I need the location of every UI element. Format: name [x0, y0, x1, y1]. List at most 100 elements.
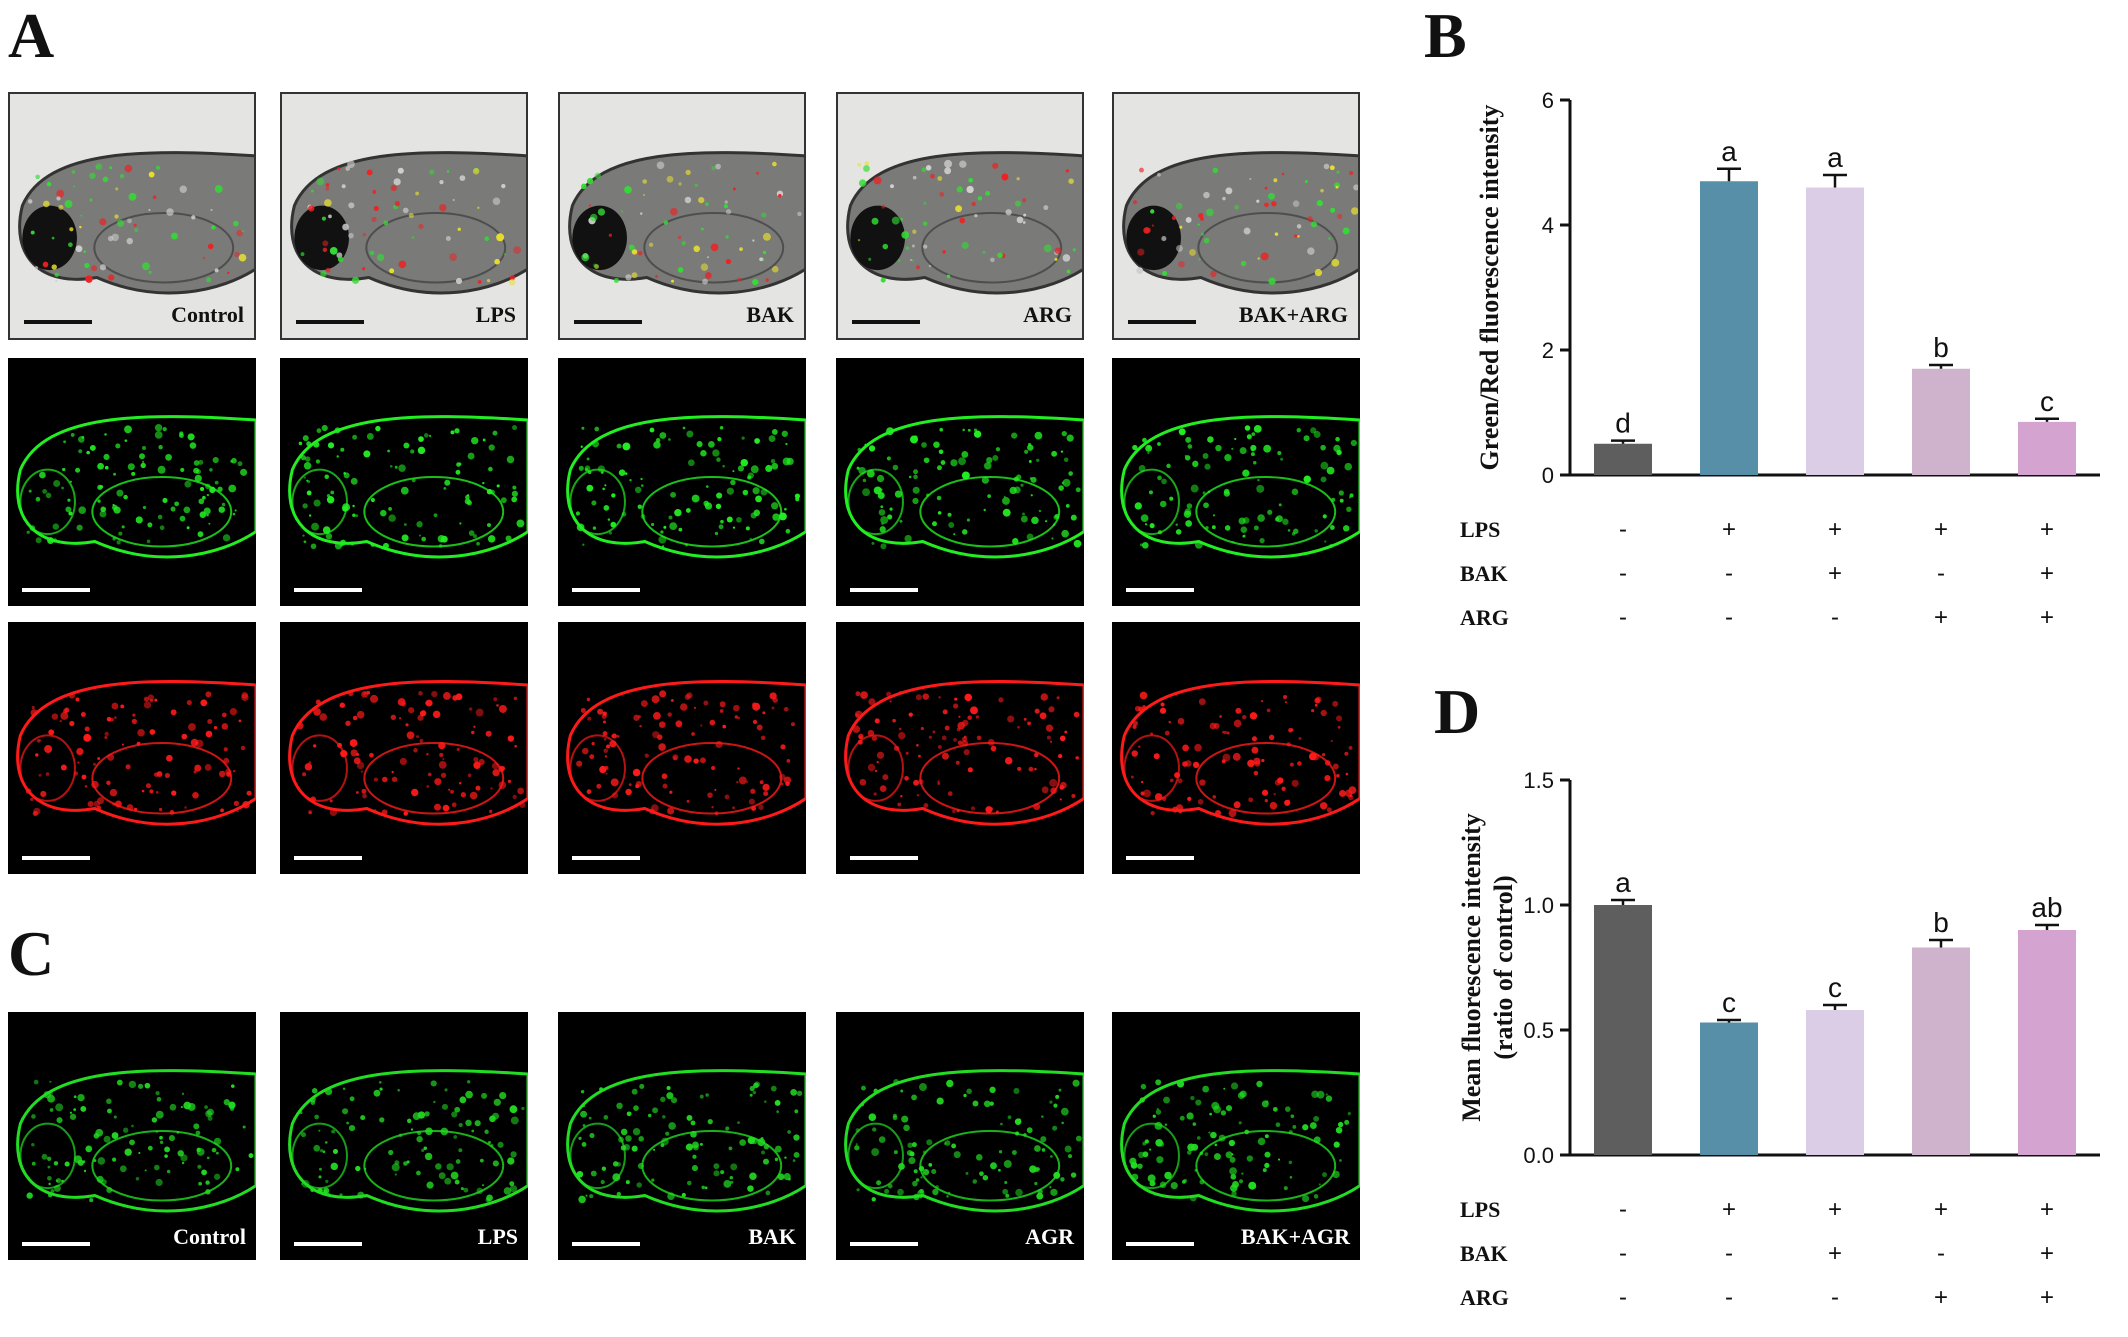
chart-b: 0 2 4 6 Green/Red fluorescence intensity d a a b…: [1440, 80, 2120, 650]
chart-d-y-axis-label: Mean fluorescence intensity (ratio of con…: [1457, 813, 1518, 1122]
panel-a-tile-r1-c3-larva-image: [568, 151, 804, 295]
panel-a-tile-r1-c2: LPS: [280, 92, 528, 340]
chart-b-bar-4: [1912, 368, 1970, 475]
chart-b-significance-letter-5: c: [2040, 386, 2054, 417]
panel-a-tile-r3-c3: [558, 622, 806, 874]
panel-c-tile-4: AGR: [836, 1012, 1084, 1260]
chart-d-treatment-mark: -: [1725, 1240, 1733, 1267]
chart-d-bar-5: [2018, 930, 2076, 1155]
panel-a-tile-r2-c1-larva-image: [16, 415, 256, 559]
scale-bar: [1126, 1242, 1194, 1246]
chart-d-y-tick-label: 0.5: [1523, 1018, 1554, 1043]
tile-label: AGR: [1025, 1224, 1074, 1249]
chart-b-treatment-mark: -: [1619, 560, 1627, 587]
chart-d-treatment-mark: -: [1619, 1240, 1627, 1267]
panel-a-tile-r3-c4-larva-image: [844, 680, 1084, 826]
chart-d-y-tick-label: 0.0: [1523, 1143, 1554, 1168]
chart-b-treatment-label-arg: ARG: [1460, 605, 1509, 630]
chart-d-treatment-mark: +: [1934, 1284, 1948, 1311]
chart-b-significance-letter-4: b: [1933, 332, 1949, 363]
tile-label: Control: [171, 302, 244, 327]
panel-a-tile-r2-c2: [280, 358, 528, 606]
panel-a-tile-r2-c4: [836, 358, 1084, 606]
panel-a-tile-r3-c1-larva-image: [16, 680, 256, 826]
tile-label: BAK+AGR: [1240, 1224, 1350, 1249]
chart-d-treatment-mark: +: [1722, 1196, 1736, 1223]
scale-bar: [572, 856, 640, 860]
chart-d-bar-3: [1806, 1010, 1864, 1155]
chart-b-treatment-mark: +: [1828, 560, 1842, 587]
chart-b-treatment-mark: -: [1937, 560, 1945, 587]
panel-a-tile-r1-c5: BAK+ARG: [1112, 92, 1360, 340]
panel-a-tile-r3-c2: [280, 622, 528, 874]
chart-d: 0.0 0.5 1.0 1.5 Mean fluorescence intensity(…: [1440, 760, 2120, 1330]
chart-b-treatment-mark: +: [2040, 560, 2054, 587]
chart-d-significance-letter-4: b: [1933, 907, 1949, 938]
panel-c-tile-1: Control: [8, 1012, 256, 1260]
chart-b-treatment-mark: +: [1934, 516, 1948, 543]
chart-b-treatment-mark: +: [1722, 516, 1736, 543]
tile-label: BAK: [748, 1224, 796, 1249]
chart-b-treatment-mark: +: [2040, 604, 2054, 631]
chart-d-treatment-mark: +: [2040, 1196, 2054, 1223]
chart-d-bar-1: [1594, 905, 1652, 1155]
scale-bar: [850, 588, 918, 592]
panel-a-tile-r2-c5: [1112, 358, 1360, 606]
chart-d-treatment-mark: +: [2040, 1240, 2054, 1267]
chart-d-treatment-label-arg: ARG: [1460, 1285, 1509, 1310]
chart-d-treatment-mark: -: [1725, 1284, 1733, 1311]
chart-b-treatment-label-lps: LPS: [1460, 517, 1500, 542]
tile-label: Control: [173, 1224, 246, 1249]
chart-d-treatment-mark: +: [1934, 1196, 1948, 1223]
chart-b-bar-3: [1806, 187, 1864, 475]
panel-a-tile-r3-c5-larva-image: [1120, 680, 1360, 826]
tile-label: BAK: [746, 302, 794, 327]
chart-d-bar-2: [1700, 1022, 1758, 1155]
chart-d-treatment-mark: +: [1828, 1196, 1842, 1223]
panel-a-tile-r2-c3: [558, 358, 806, 606]
chart-d-treatment-mark: +: [1828, 1240, 1842, 1267]
chart-b-svg: 0 2 4 6 Green/Red fluorescence intensity d a a b…: [1460, 88, 2100, 631]
panel-c-tile-2-larva-image: [288, 1069, 528, 1213]
scale-bar: [22, 856, 90, 860]
chart-d-treatment-label-bak: BAK: [1460, 1241, 1508, 1266]
panel-a-tile-r3-c1: [8, 622, 256, 874]
chart-d-significance-letter-2: c: [1722, 987, 1736, 1018]
chart-d-significance-letter-3: c: [1828, 972, 1842, 1003]
chart-b-y-tick-label: 6: [1542, 88, 1554, 113]
chart-d-treatment-mark: +: [2040, 1284, 2054, 1311]
chart-b-y-axis-label: Green/Red fluorescence intensity: [1475, 105, 1504, 471]
panel-letter-c: C: [8, 918, 55, 989]
chart-b-significance-letter-1: d: [1615, 408, 1631, 439]
panel-a-tile-r1-c2-larva-image: [290, 151, 526, 295]
tile-label: LPS: [475, 302, 516, 327]
chart-b-y-tick-label: 2: [1542, 338, 1554, 363]
scale-bar: [1126, 588, 1194, 592]
chart-b-treatment-mark: +: [1934, 604, 1948, 631]
chart-d-y-tick-label: 1.5: [1523, 768, 1554, 793]
scale-bar: [850, 1242, 918, 1246]
scale-bar: [22, 588, 90, 592]
scale-bar: [852, 320, 920, 324]
chart-d-significance-letter-1: a: [1615, 867, 1631, 898]
chart-d-treatment-label-lps: LPS: [1460, 1197, 1500, 1222]
chart-b-significance-letter-3: a: [1827, 142, 1843, 173]
scale-bar: [22, 1242, 90, 1246]
panel-a-tile-r3-c3-larva-image: [566, 680, 806, 826]
scale-bar: [1128, 320, 1196, 324]
panel-a-tile-r3-c5: [1112, 622, 1360, 874]
chart-b-treatment-mark: -: [1725, 560, 1733, 587]
chart-d-treatment-mark: -: [1937, 1240, 1945, 1267]
chart-d-treatment-mark: -: [1619, 1284, 1627, 1311]
scale-bar: [574, 320, 642, 324]
chart-b-treatment-mark: -: [1619, 604, 1627, 631]
panel-c-tile-2: LPS: [280, 1012, 528, 1260]
panel-a-tile-r3-c4: [836, 622, 1084, 874]
scale-bar: [850, 856, 918, 860]
chart-b-bar-5: [2018, 421, 2076, 475]
scale-bar: [24, 320, 92, 324]
chart-d-y-tick-label: 1.0: [1523, 893, 1554, 918]
panel-a-tile-r2-c5-larva-image: [1120, 415, 1360, 559]
chart-b-significance-letter-2: a: [1721, 136, 1737, 167]
